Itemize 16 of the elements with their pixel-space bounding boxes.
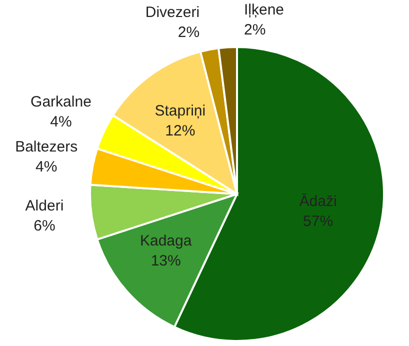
- slice-label: Alderi: [25, 198, 64, 215]
- slice-label: Iļķene: [244, 1, 284, 18]
- slice-label: Stapriņi: [154, 102, 206, 120]
- slice-label: Kadaga: [140, 232, 192, 250]
- slice-label: Divezeri: [145, 4, 200, 22]
- data-label: 4%: [50, 114, 72, 131]
- data-label: 4%: [36, 158, 58, 176]
- data-label: 2%: [244, 21, 266, 38]
- slice-label: Ādaži: [299, 193, 337, 210]
- slice-label: Garkalne: [30, 94, 92, 111]
- slice-label: Baltezers: [15, 138, 78, 156]
- data-label: 13%: [150, 252, 181, 270]
- data-label: 6%: [34, 218, 56, 235]
- data-label: 12%: [165, 122, 196, 140]
- data-label: 2%: [178, 24, 200, 42]
- data-label: 57%: [303, 213, 334, 230]
